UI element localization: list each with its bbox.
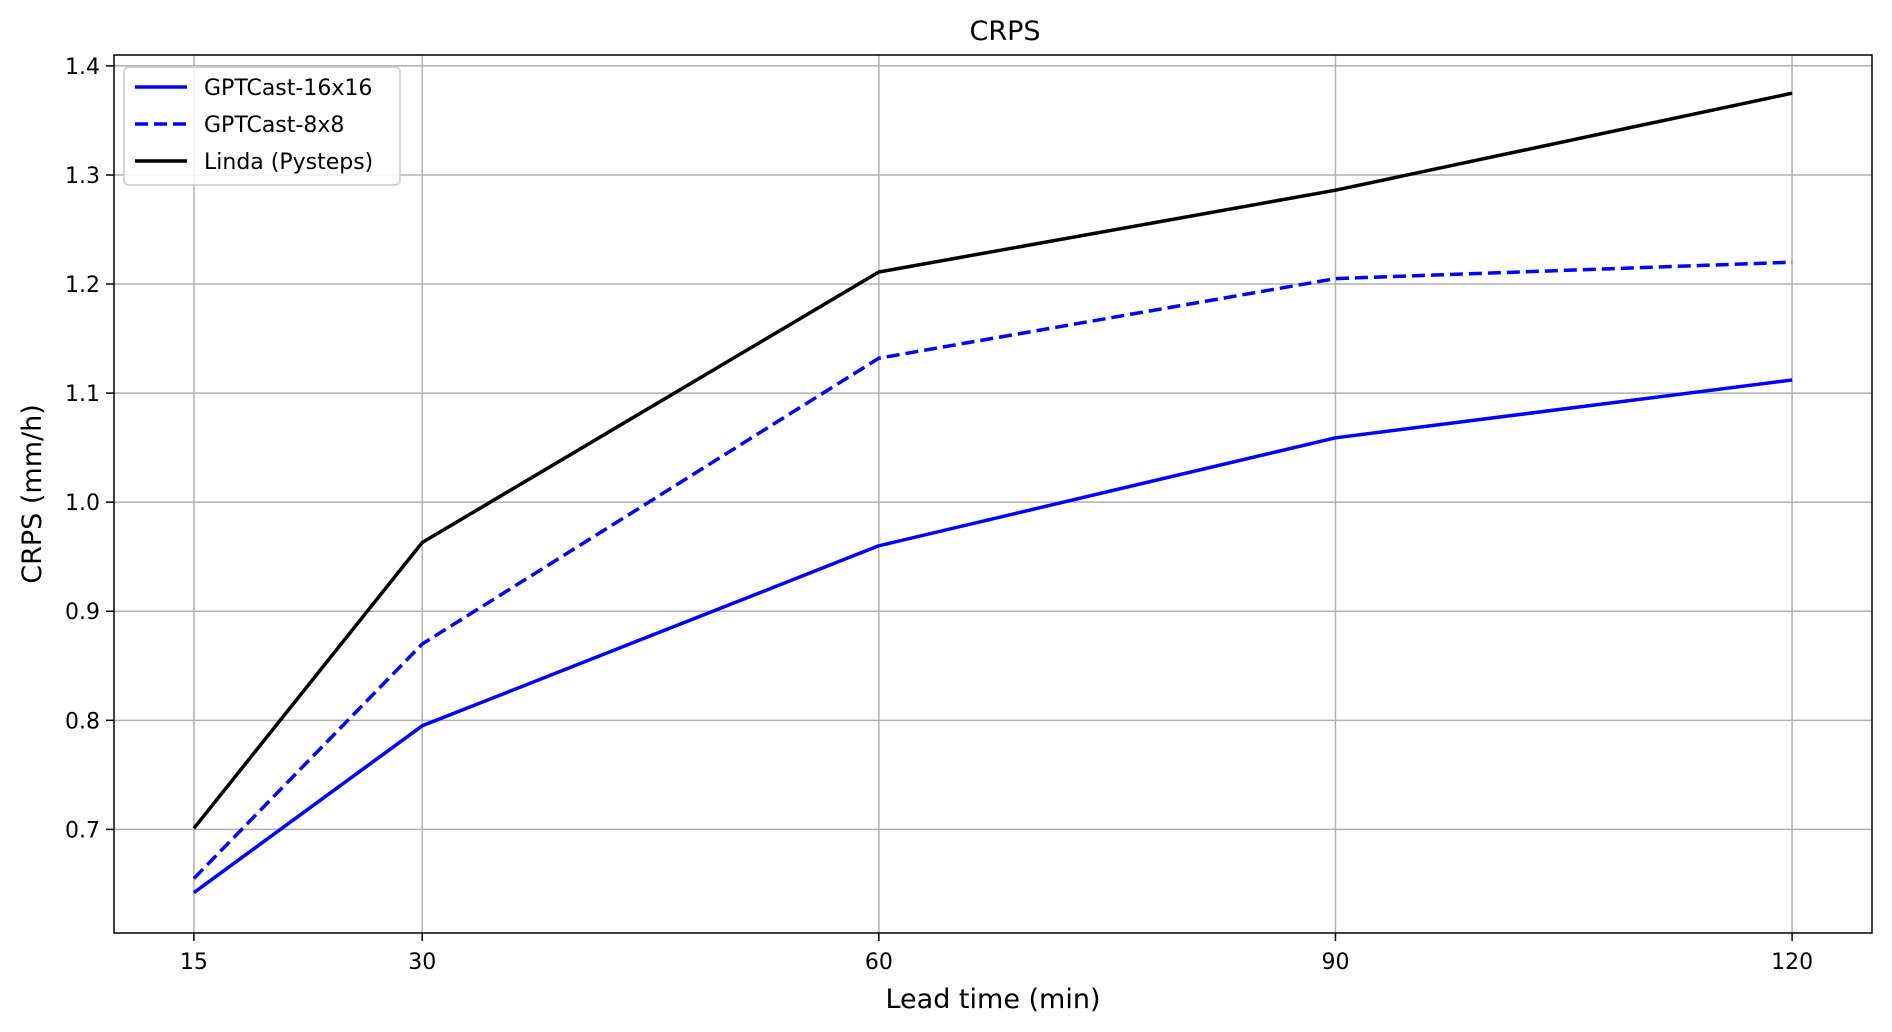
legend-label-gptcast-8x8: GPTCast-8x8 <box>204 113 344 138</box>
x-tick-label: 60 <box>865 950 893 975</box>
plot-frame <box>113 54 1873 934</box>
grid <box>114 55 1872 933</box>
series-group <box>192 91 1793 895</box>
series-line-gptcast-8x8 <box>192 260 1793 880</box>
legend-label-gptcast-16x16: GPTCast-16x16 <box>204 76 372 101</box>
x-axis-title: Lead time (min) <box>885 984 1100 1015</box>
x-tick-label: 30 <box>408 950 436 975</box>
legend: GPTCast-16x16 GPTCast-8x8 Linda (Pysteps… <box>123 66 401 186</box>
series-line-linda-pysteps <box>192 91 1793 830</box>
legend-label-linda-pysteps: Linda (Pysteps) <box>204 150 373 175</box>
y-tick-label: 0.9 <box>65 600 100 625</box>
y-tick-label: 1.4 <box>65 55 100 80</box>
y-tick-label: 0.7 <box>65 818 100 843</box>
y-tick-label: 1.3 <box>65 164 100 189</box>
y-tick-label: 1.2 <box>65 273 100 298</box>
y-tick-label: 1.1 <box>65 382 100 407</box>
legend-box <box>123 66 401 186</box>
series-line-gptcast-16x16 <box>192 378 1793 895</box>
y-axis-title: CRPS (mm/h) <box>17 404 48 584</box>
y-axis-ticks: 0.7 0.8 0.9 1.0 1.1 1.2 1.3 1.4 <box>65 55 114 843</box>
x-tick-label: 90 <box>1321 950 1349 975</box>
x-tick-label: 15 <box>180 950 208 975</box>
y-tick-label: 0.8 <box>65 709 100 734</box>
x-axis-ticks: 15 30 60 90 120 <box>180 933 1813 975</box>
y-tick-label: 1.0 <box>65 491 100 516</box>
x-tick-label: 120 <box>1771 950 1813 975</box>
chart-title: CRPS <box>969 16 1040 47</box>
